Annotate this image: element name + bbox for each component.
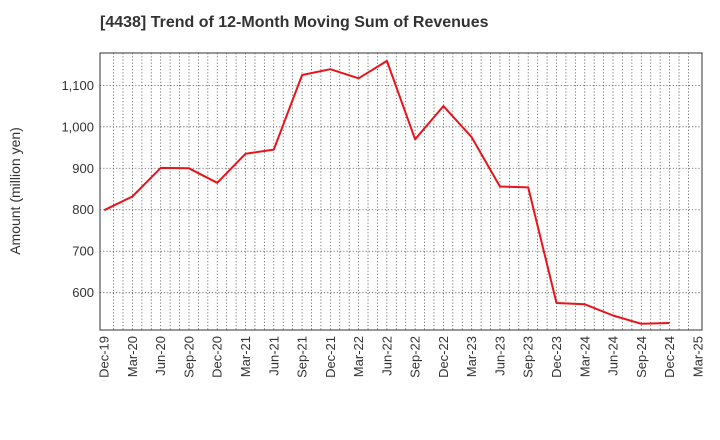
x-tick-label: Dec-22 bbox=[436, 336, 451, 378]
x-tick-label: Jun-21 bbox=[266, 336, 281, 376]
x-tick-label: Dec-23 bbox=[549, 336, 564, 378]
y-tick-label: 1,000 bbox=[61, 119, 94, 134]
x-tick-label: Dec-24 bbox=[662, 336, 677, 378]
x-tick-label: Jun-20 bbox=[153, 336, 168, 376]
x-tick-label: Dec-21 bbox=[323, 336, 338, 378]
y-tick-label: 700 bbox=[72, 244, 94, 259]
x-tick-label: Jun-24 bbox=[606, 336, 621, 376]
x-tick-label: Jun-22 bbox=[379, 336, 394, 376]
x-tick-label: Sep-21 bbox=[295, 336, 310, 378]
y-tick-label: 1,100 bbox=[61, 78, 94, 93]
x-tick-label: Dec-20 bbox=[210, 336, 225, 378]
x-tick-labels: Dec-19 Mar-20 Jun-20 Sep-20 Dec-20 Mar-21 Jun-… bbox=[97, 336, 706, 378]
grid bbox=[100, 53, 702, 330]
x-tick-label: Mar-25 bbox=[690, 336, 705, 377]
plot-area bbox=[99, 52, 703, 331]
x-tick-label: Sep-23 bbox=[521, 336, 536, 378]
y-tick-labels: 600 700 800 900 1,000 1,100 bbox=[61, 78, 94, 300]
x-tick-label: Mar-24 bbox=[577, 336, 592, 377]
x-tick-label: Mar-20 bbox=[125, 336, 140, 377]
x-tick-label: Mar-22 bbox=[351, 336, 366, 377]
x-tick-label: Sep-24 bbox=[634, 336, 649, 378]
series-line bbox=[103, 59, 670, 325]
chart-title: [4438] Trend of 12-Month Moving Sum of R… bbox=[100, 14, 489, 31]
x-tick-label: Mar-23 bbox=[464, 336, 479, 377]
x-tick-label: Mar-21 bbox=[238, 336, 253, 377]
y-tick-label: 800 bbox=[72, 202, 94, 217]
x-tick-label: Jun-23 bbox=[492, 336, 507, 376]
series-group bbox=[103, 59, 670, 325]
x-tick-label: Sep-22 bbox=[408, 336, 423, 378]
y-tick-label: 900 bbox=[72, 161, 94, 176]
x-tick-label: Sep-20 bbox=[181, 336, 196, 378]
y-tick-label: 600 bbox=[72, 285, 94, 300]
x-tick-label: Dec-19 bbox=[97, 336, 112, 378]
y-axis-label: Amount (million yen) bbox=[7, 127, 23, 255]
